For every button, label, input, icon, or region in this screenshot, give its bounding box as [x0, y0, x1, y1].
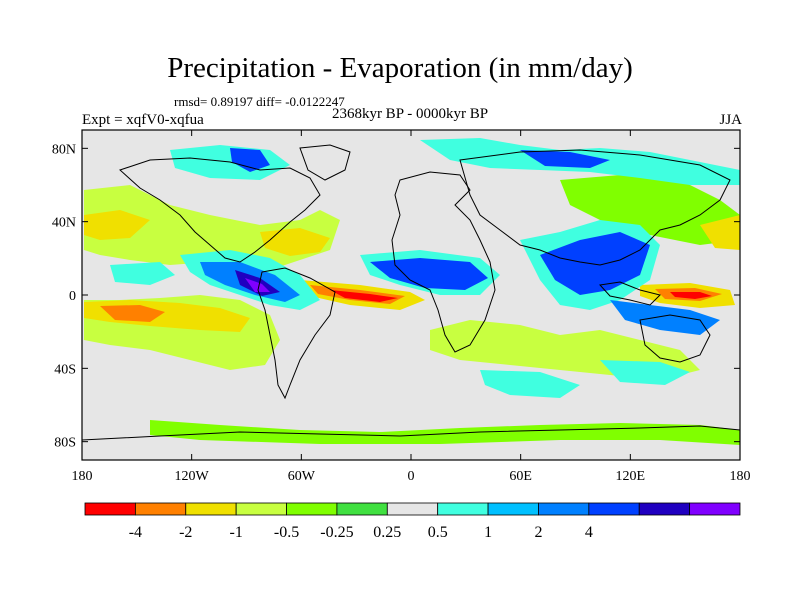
colorbar-label: 0.5: [428, 524, 448, 541]
field-orange-1: [100, 305, 165, 322]
colorbar-swatch: [437, 502, 489, 516]
lon-tick-label: 180: [730, 469, 751, 484]
field-cyan-8: [600, 360, 690, 385]
lon-tick-label: 180: [72, 469, 93, 484]
field-green-5: [560, 175, 740, 245]
contour-fields: [84, 138, 740, 445]
lon-tick-label: 120W: [175, 469, 210, 484]
colorbar-label: 2: [534, 524, 542, 541]
experiment-label: Expt = xqfV0-xqfua: [82, 112, 204, 128]
europe-africa-outline: [391, 171, 496, 353]
north-america-outline: [119, 157, 321, 263]
colorbar-label: -0.25: [320, 524, 353, 541]
asia-outline: [459, 149, 731, 266]
colorbar-label: -0.5: [274, 524, 299, 541]
lon-tick-label: 60E: [509, 469, 532, 484]
colorbar-label: 4: [585, 524, 593, 541]
colorbar-swatch: [84, 502, 136, 516]
lat-tick-label: 80N: [52, 142, 76, 157]
lon-tick-label: 60W: [288, 469, 316, 484]
colorbar: -4 -2 -1 -0.5 -0.25 0.25 0.5 1 2 4: [84, 502, 741, 541]
field-blue-2: [370, 258, 488, 290]
field-blue-6: [230, 148, 270, 172]
lon-tick-label: 0: [408, 469, 415, 484]
lon-tick-label: 120E: [616, 469, 646, 484]
season-label: JJA: [719, 112, 742, 128]
colorbar-swatch: [336, 502, 388, 516]
coastlines: [82, 144, 740, 441]
australia-outline: [639, 314, 711, 363]
field-green-4: [150, 420, 740, 445]
lat-tick-label: 0: [69, 289, 76, 304]
field-red-2: [670, 292, 712, 299]
field-yellow-1: [84, 210, 150, 240]
colorbar-label: -4: [129, 524, 142, 541]
stats-text: rmsd= 0.89197 diff= -0.0122247: [174, 94, 345, 109]
chart-title: Precipitation - Evaporation (in mm/day): [167, 52, 633, 84]
field-cyan-6: [110, 262, 175, 285]
greenland-outline: [299, 144, 351, 181]
field-yellow-2: [260, 228, 330, 256]
field-violet-2: [245, 278, 270, 292]
colorbar-label: -2: [179, 524, 192, 541]
colorbar-swatch: [588, 502, 640, 516]
field-blue-3: [540, 232, 650, 295]
field-blue-4: [610, 300, 720, 335]
colorbar-swatch: [638, 502, 691, 516]
maritime-continent-outline: [599, 281, 661, 306]
colorbar-swatch: [689, 502, 741, 516]
latitude-axis: 80N 40N 0 40S 80S: [52, 142, 740, 451]
antarctica-outline: [82, 425, 740, 441]
lat-tick-label: 40N: [52, 216, 76, 231]
colorbar-label: 0.25: [373, 524, 401, 541]
colorbar-swatch: [235, 502, 287, 516]
colorbar-swatch: [386, 502, 439, 516]
colorbar-label: -1: [229, 524, 242, 541]
field-red-1: [330, 290, 398, 302]
field-blue-5: [520, 150, 610, 168]
colorbar-swatch: [185, 502, 237, 516]
period-label: 2368kyr BP - 0000kyr BP: [331, 106, 489, 122]
colorbar-label: 1: [484, 524, 492, 541]
longitude-axis: 180 120W 60W 0 60E 120E 180: [72, 130, 751, 484]
colorbar-swatch: [487, 502, 539, 516]
colorbar-swatch: [134, 502, 187, 516]
south-america-outline: [257, 267, 336, 400]
colorbar-swatch: [538, 502, 590, 516]
lat-tick-label: 40S: [54, 362, 76, 377]
field-yellow-6: [700, 215, 740, 250]
colorbar-swatch: [286, 502, 338, 516]
lat-tick-label: 80S: [54, 436, 76, 451]
field-cyan-7: [480, 370, 580, 398]
